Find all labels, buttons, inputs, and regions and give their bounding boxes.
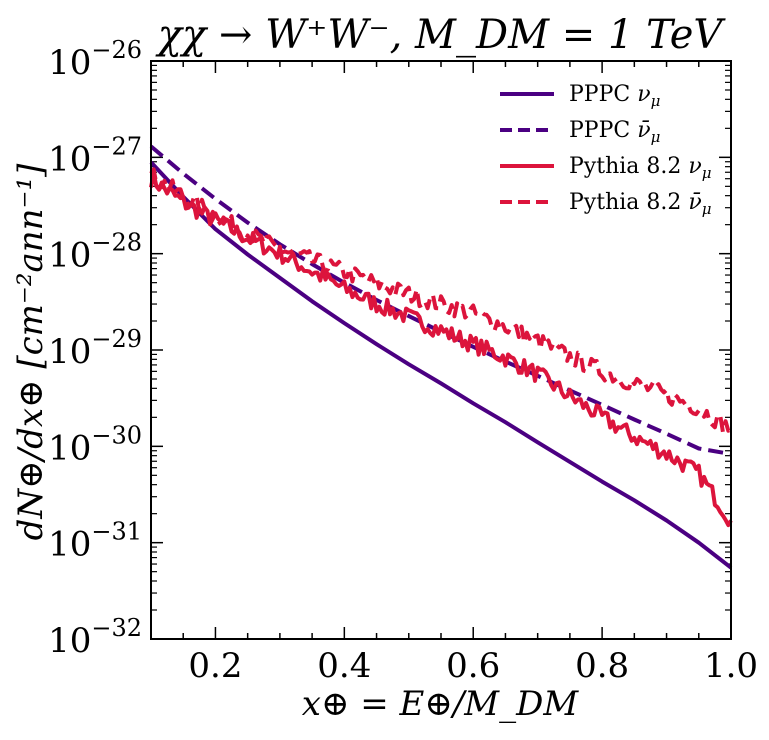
plot-frame: [150, 60, 732, 640]
x-tick-label: 0.6: [446, 646, 500, 686]
legend-label-pythia-nu: Pythia 8.2 νμ: [569, 154, 712, 182]
y-tick-label: 10−30: [48, 421, 142, 468]
series-line-1: [149, 144, 732, 457]
tick-marks: [151, 61, 731, 639]
legend-label-pppc-nu: PPPC νμ: [569, 82, 660, 110]
chart-title: χχ → W⁺W⁻, M_DM = 1 TeV: [155, 12, 727, 58]
y-tick-label: 10−32: [48, 614, 142, 661]
legend-label-pythia-nubar: Pythia 8.2 ν̄μ: [569, 190, 712, 218]
x-axis-label: x⊕ = E⊕/M_DM: [302, 684, 580, 724]
y-axis-label: dN⊕/dx⊕ [cm⁻²ann⁻¹]: [11, 163, 51, 540]
y-tick-label: 10−26: [48, 36, 142, 83]
y-tick-label: 10−31: [48, 518, 142, 565]
x-tick-label: 1.0: [704, 646, 758, 686]
x-tick-labels: 0.2 0.4 0.6 0.8 1.0: [188, 646, 758, 686]
y-tick-label: 10−27: [48, 132, 142, 179]
y-tick-label: 10−28: [48, 229, 142, 276]
series-lines: [149, 144, 733, 570]
x-tick-label: 0.8: [575, 646, 629, 686]
series-line-2: [149, 171, 733, 528]
series-line-3: [149, 167, 732, 434]
x-tick-label: 0.2: [188, 646, 242, 686]
legend: PPPC νμ PPPC ν̄μ Pythia 8.2 νμ Pythia 8.…: [500, 82, 712, 218]
legend-label-pppc-nubar: PPPC ν̄μ: [569, 118, 660, 146]
series-line-0: [149, 160, 733, 570]
x-tick-label: 0.4: [317, 646, 371, 686]
y-tick-label: 10−29: [48, 325, 142, 372]
y-tick-labels: 10−32 10−31 10−30 10−29 10−28 10−27 10−26: [48, 36, 142, 661]
